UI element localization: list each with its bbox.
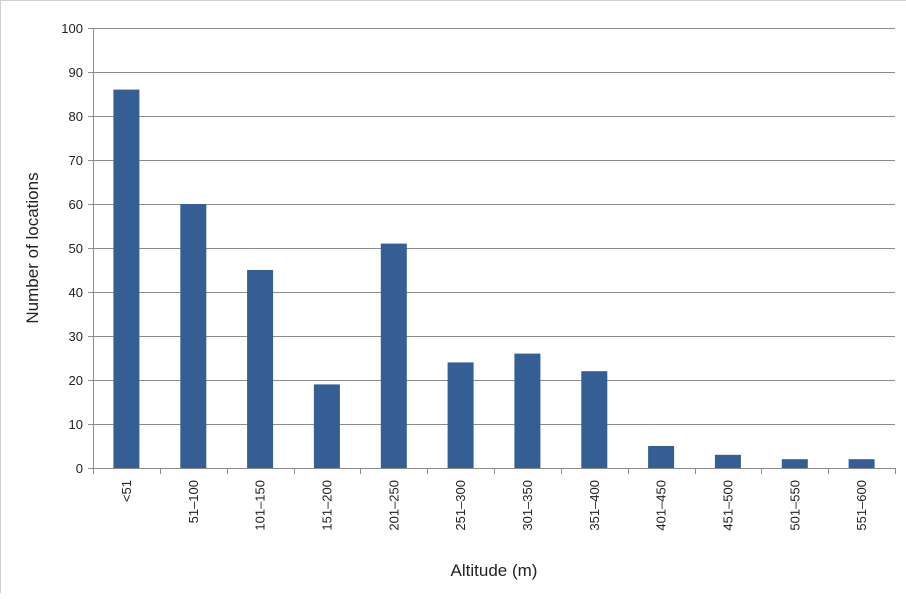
x-tick-label: 351–400 [587,480,602,531]
x-tick-label: 151–200 [319,480,334,531]
bar [781,459,808,468]
x-tick-label: 501–550 [787,480,802,531]
bar [113,89,140,468]
bar [581,371,608,468]
x-tick-label: 101–150 [253,480,268,531]
x-tick-label: 301–350 [520,480,535,531]
bar [514,353,541,468]
bar [714,454,741,468]
y-tick-label: 90 [69,65,83,80]
x-tick-label: 551–600 [854,480,869,531]
bar [180,204,207,468]
y-tick-label: 30 [69,329,83,344]
y-tick-label: 80 [69,109,83,124]
y-tick-label: 60 [69,197,83,212]
x-tick-label: 51–100 [186,480,201,523]
bar [313,384,340,468]
x-tick-labels: <51 51–100 101–150 151–200 201–250 251–300 301… [119,480,869,531]
bars [113,89,875,468]
x-tick-label: <51 [119,480,134,502]
x-tick-label: 251–300 [453,480,468,531]
x-tick-label: 401–450 [654,480,669,531]
y-tick-label: 10 [69,417,83,432]
gridlines [93,28,895,425]
y-tick-labels: 0 10 20 30 40 50 60 70 80 90 100 [61,21,83,476]
y-tick-label: 20 [69,373,83,388]
x-tick-label: 201–250 [386,480,401,531]
y-tick-label: 50 [69,241,83,256]
y-tick-label: 40 [69,285,83,300]
x-tick-label: 451–500 [720,480,735,531]
y-tick-label: 100 [61,21,83,36]
bar [247,270,274,468]
axes [88,28,896,474]
x-axis-title: Altitude (m) [451,561,538,580]
bar [848,459,875,468]
bar [648,446,675,468]
bar [380,243,407,468]
y-tick-label: 0 [76,461,83,476]
bar [447,362,474,468]
y-axis-title: Number of locations [23,172,42,323]
y-tick-label: 70 [69,153,83,168]
